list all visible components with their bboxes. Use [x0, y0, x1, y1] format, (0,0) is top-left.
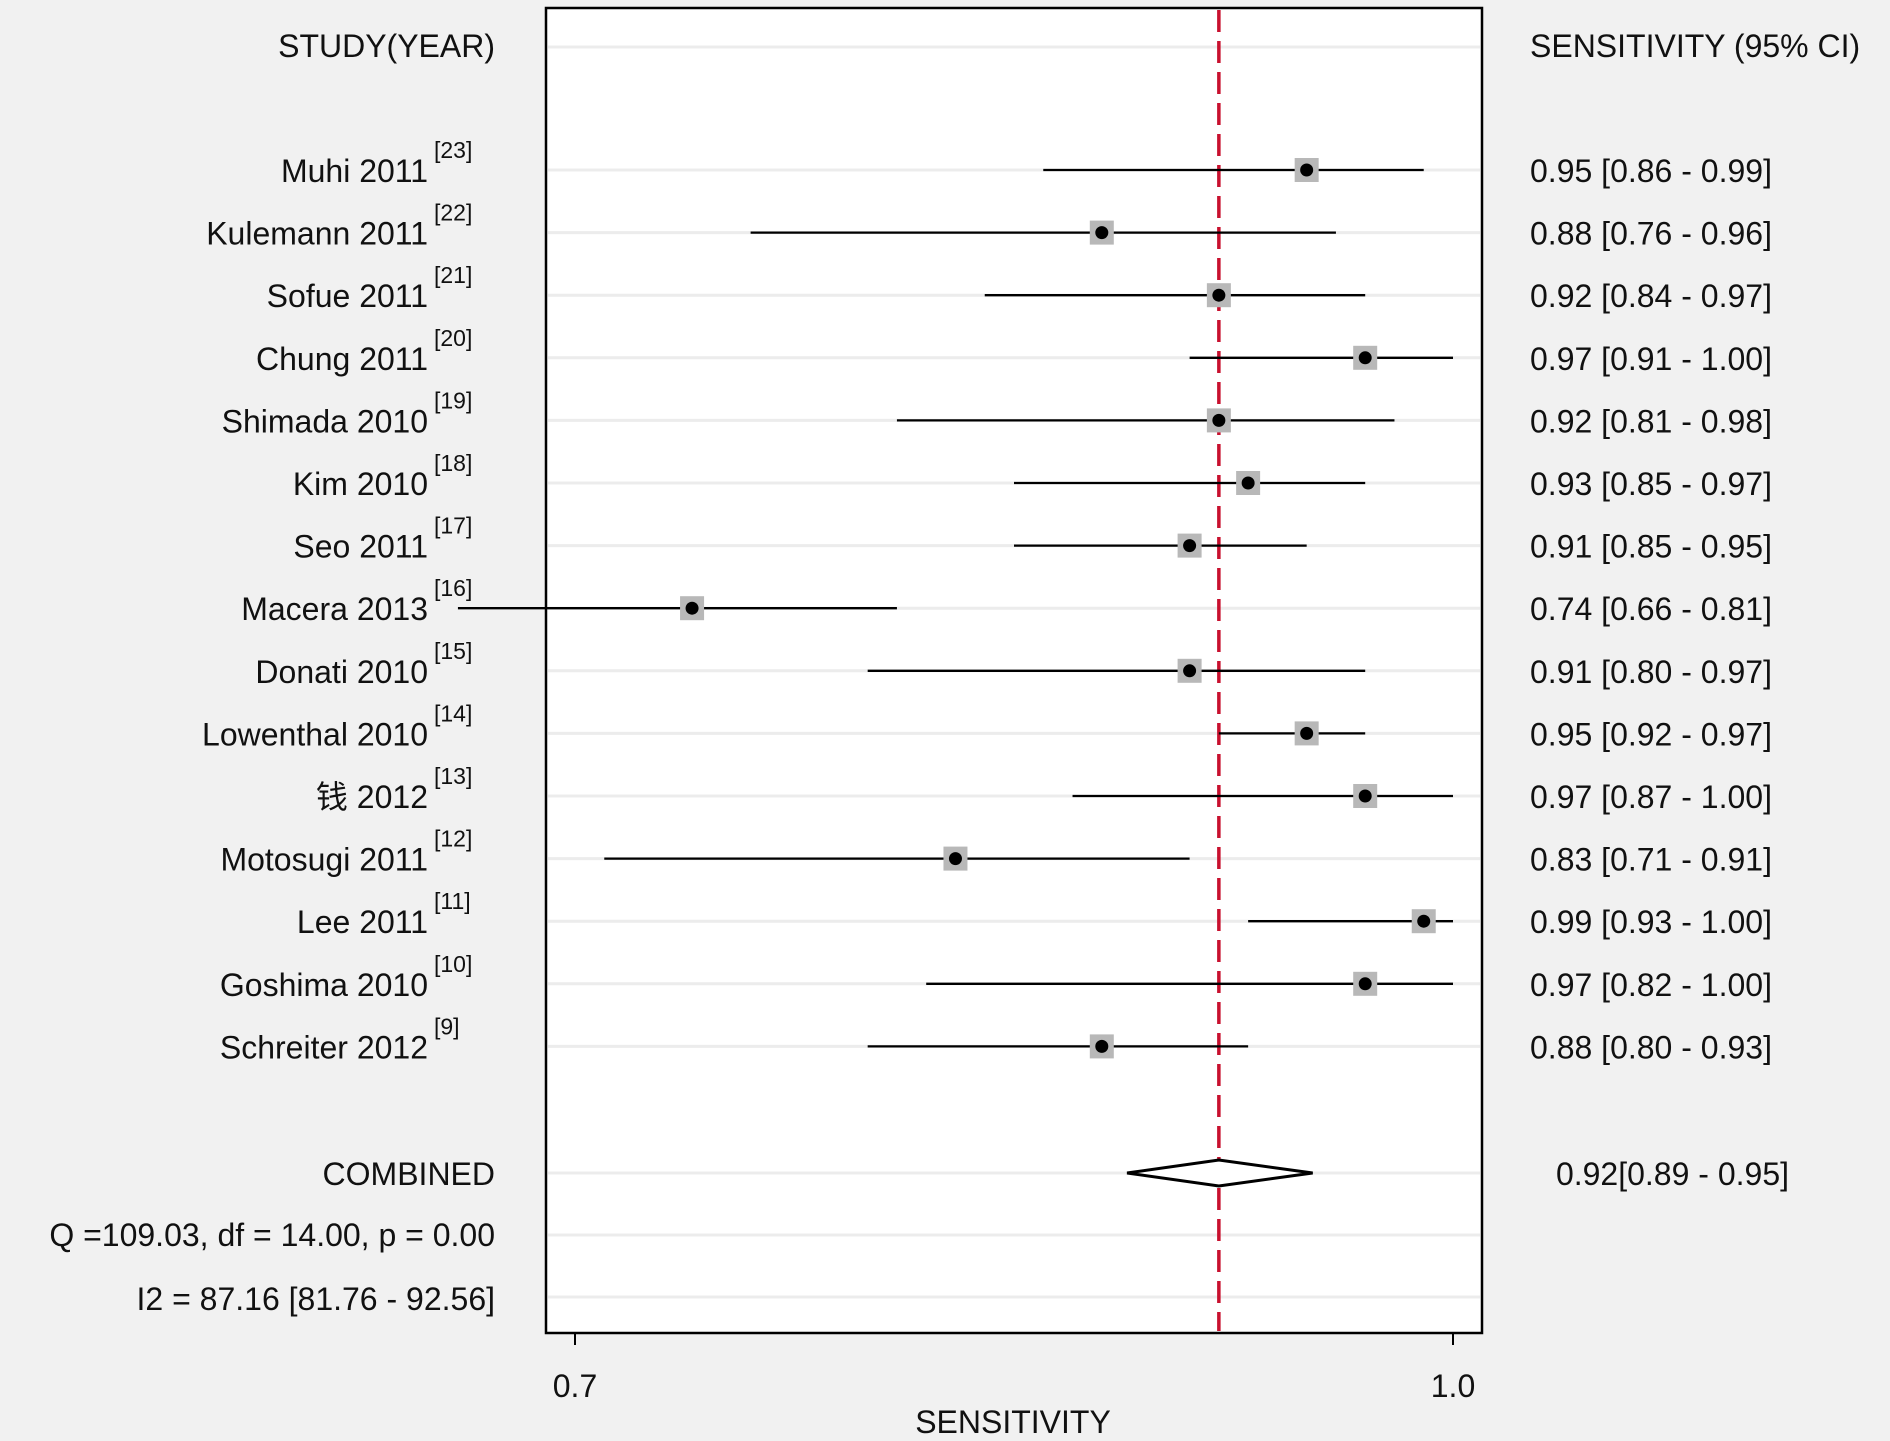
point-estimate	[1358, 789, 1372, 803]
study-ref: [21]	[434, 262, 472, 288]
point-estimate	[1095, 226, 1109, 240]
left-header: STUDY(YEAR)	[278, 28, 495, 64]
study-ref: [17]	[434, 513, 472, 539]
x-tick-label-min: 0.7	[553, 1368, 597, 1404]
study-ref: [12]	[434, 826, 472, 852]
study-ref: [10]	[434, 951, 472, 977]
study-label: Kim 2010	[293, 466, 428, 502]
study-label: Lee 2011	[297, 904, 428, 940]
study-ref: [13]	[434, 763, 472, 789]
study-ref: [22]	[434, 200, 472, 226]
study-label: Motosugi 2011	[220, 842, 428, 878]
point-estimate	[1417, 914, 1431, 928]
study-ref: [20]	[434, 325, 472, 351]
point-estimate	[1183, 664, 1197, 678]
study-label: Lowenthal 2010	[202, 716, 428, 752]
point-estimate	[1095, 1039, 1109, 1053]
study-ref: [19]	[434, 387, 472, 413]
study-label: Schreiter 2012	[220, 1029, 428, 1065]
combined-diamond	[1126, 1158, 1313, 1188]
study-ci-text: 0.97 [0.91 - 1.00]	[1530, 341, 1772, 377]
x-axis-label: SENSITIVITY	[915, 1404, 1111, 1440]
study-label: 钱 2012	[316, 779, 428, 815]
point-estimate	[1212, 288, 1226, 302]
study-ci-text: 0.92 [0.84 - 0.97]	[1530, 278, 1772, 314]
study-ref: [16]	[434, 575, 472, 601]
study-label: Macera 2013	[241, 591, 428, 627]
heterogeneity-q: Q =109.03, df = 14.00, p = 0.00	[49, 1217, 495, 1253]
study-ref: [14]	[434, 700, 472, 726]
combined-label: COMBINED	[323, 1156, 495, 1192]
study-ref: [18]	[434, 450, 472, 476]
study-ci-text: 0.92 [0.81 - 0.98]	[1530, 403, 1772, 439]
study-label: Donati 2010	[255, 654, 428, 690]
study-label: Goshima 2010	[220, 967, 428, 1003]
study-label: Muhi 2011	[281, 153, 428, 189]
study-ref: [11]	[434, 888, 471, 914]
point-estimate	[948, 852, 962, 866]
study-ci-text: 0.74 [0.66 - 0.81]	[1530, 591, 1772, 627]
study-label: Chung 2011	[256, 341, 428, 377]
study-label: Kulemann 2011	[206, 216, 428, 252]
study-label: Shimada 2010	[222, 403, 428, 439]
point-estimate	[1358, 977, 1372, 991]
point-estimate	[1183, 539, 1197, 553]
study-ci-text: 0.88 [0.80 - 0.93]	[1530, 1029, 1772, 1065]
point-estimate	[1212, 413, 1226, 427]
study-ref: [9]	[434, 1013, 460, 1039]
point-estimate	[1300, 726, 1314, 740]
study-ci-text: 0.93 [0.85 - 0.97]	[1530, 466, 1772, 502]
study-ci-text: 0.91 [0.80 - 0.97]	[1530, 654, 1772, 690]
combined-ci-text: 0.92[0.89 - 0.95]	[1556, 1156, 1789, 1192]
study-ci-text: 0.95 [0.86 - 0.99]	[1530, 153, 1772, 189]
x-tick-label-max: 1.0	[1431, 1368, 1475, 1404]
study-ci-text: 0.88 [0.76 - 0.96]	[1530, 216, 1772, 252]
study-label: Seo 2011	[293, 529, 428, 565]
study-ci-text: 0.95 [0.92 - 0.97]	[1530, 716, 1772, 752]
heterogeneity-i2: I2 = 87.16 [81.76 - 92.56]	[137, 1281, 496, 1317]
right-header: SENSITIVITY (95% CI)	[1530, 28, 1860, 64]
study-ci-text: 0.91 [0.85 - 0.95]	[1530, 529, 1772, 565]
study-ci-text: 0.83 [0.71 - 0.91]	[1530, 842, 1772, 878]
study-label: Sofue 2011	[267, 278, 428, 314]
study-ref: [15]	[434, 638, 472, 664]
study-ci-text: 0.97 [0.82 - 1.00]	[1530, 967, 1772, 1003]
point-estimate	[1300, 163, 1314, 177]
study-ref: [23]	[434, 137, 472, 163]
point-estimate	[685, 601, 699, 615]
point-estimate	[1358, 351, 1372, 365]
study-ci-text: 0.97 [0.87 - 1.00]	[1530, 779, 1772, 815]
study-ci-text: 0.99 [0.93 - 1.00]	[1530, 904, 1772, 940]
point-estimate	[1241, 476, 1255, 490]
